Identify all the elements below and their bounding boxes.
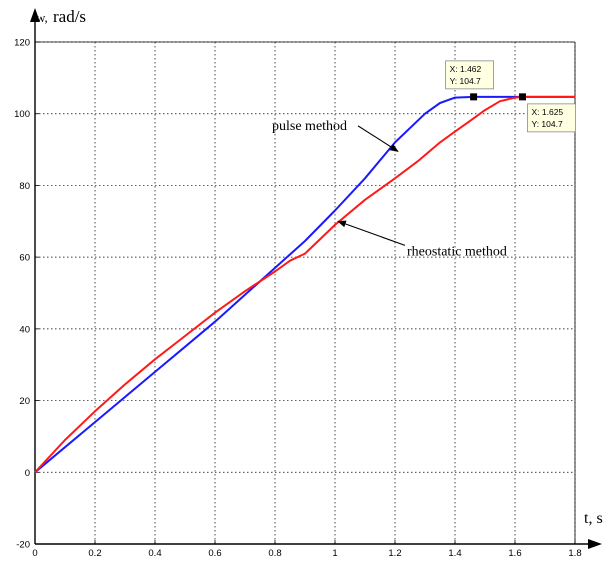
y-axis-prefix: w, xyxy=(36,10,48,25)
x-tick-label: 1.6 xyxy=(508,548,521,559)
y-axis-arrowhead xyxy=(30,8,40,22)
x-tick-label: 0.8 xyxy=(268,548,281,559)
y-axis-unit: rad/s xyxy=(53,7,86,26)
x-tick-label: 0.2 xyxy=(88,548,101,559)
x-axis-title: t, s xyxy=(584,510,603,527)
x-tick-label: 0.4 xyxy=(148,548,161,559)
annotation-label: pulse method xyxy=(272,119,347,134)
annotation-arrow xyxy=(337,220,406,246)
y-axis-title: w, rad/s xyxy=(36,7,86,26)
x-axis-arrowhead xyxy=(588,539,602,549)
datatip-x-text: X: 1.625 xyxy=(532,107,564,117)
y-tick-label: 40 xyxy=(19,324,30,335)
y-tick-label: 0 xyxy=(25,468,30,479)
datatips: X: 1.462 Y: 104.7 X: 1.625 Y: 104.7 xyxy=(445,60,576,133)
datatip-y-text: Y: 104.7 xyxy=(450,76,481,86)
series xyxy=(34,95,575,474)
x-tick-label: 1.2 xyxy=(388,548,401,559)
grid xyxy=(35,41,576,544)
annotations: pulse method rheostatic method xyxy=(272,119,507,260)
x-tick-label: 1.8 xyxy=(568,548,581,559)
datatip-marker xyxy=(470,93,478,101)
series-line-rheostatic-method xyxy=(34,95,575,473)
y-tick-label: -20 xyxy=(16,540,30,551)
datatip-box xyxy=(445,60,495,90)
axes xyxy=(30,8,602,549)
annotation-label: rheostatic method xyxy=(407,244,507,259)
y-tick-label: 20 xyxy=(19,396,30,407)
y-tick-label: 100 xyxy=(14,109,30,120)
annotation-arrow xyxy=(357,125,399,152)
x-tick-label: 0.6 xyxy=(208,548,221,559)
x-tick-label: 1.4 xyxy=(448,548,461,559)
y-tick-label: 80 xyxy=(19,181,30,192)
tick-labels: 0 0.2 0.4 0.6 0.8 1 1.2 1.4 1.6 1.8-2002040608010… xyxy=(14,38,581,560)
x-tick-label: 1 xyxy=(332,548,337,559)
x-tick-label: 0 xyxy=(32,548,37,559)
y-tick-label: 60 xyxy=(19,253,30,264)
datatip-box xyxy=(527,103,576,133)
datatip-x-text: X: 1.462 xyxy=(450,64,482,74)
series-line-pulse-method xyxy=(34,95,575,474)
datatip-marker xyxy=(519,93,526,101)
datatip-y-text: Y: 104.7 xyxy=(532,119,563,129)
y-tick-label: 120 xyxy=(14,38,30,49)
